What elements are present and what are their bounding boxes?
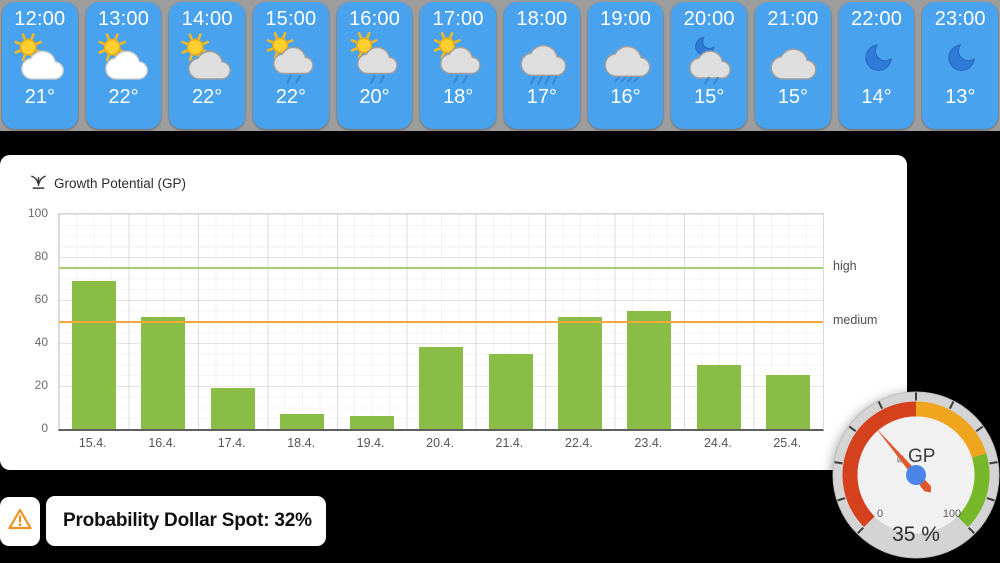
x-axis-tick: 16.4. <box>148 436 177 450</box>
weather-temp: 13° <box>945 86 976 108</box>
x-axis-tick: 25.4. <box>773 436 802 450</box>
moon-icon <box>848 31 906 89</box>
weather-temp: 15° <box>694 86 725 108</box>
bar-25.4.[interactable] <box>766 375 811 429</box>
weather-time: 12:00 <box>14 8 66 30</box>
y-axis-tick: 0 <box>41 421 48 435</box>
growth-potential-card: Growth Potential (GP) high medium 0 20 40 60 8… <box>0 155 907 470</box>
bar-20.4.[interactable] <box>419 347 463 429</box>
bar-21.4.[interactable] <box>488 353 533 429</box>
bar-15.4.[interactable] <box>71 280 116 429</box>
alert-icon-card <box>0 497 40 546</box>
bar-19.4.[interactable] <box>349 416 394 429</box>
bar-24.4.[interactable] <box>696 364 741 429</box>
weather-card[interactable]: 20:00 15° <box>671 2 748 129</box>
y-axis-tick: 40 <box>34 335 48 349</box>
bar-18.4.[interactable] <box>280 414 325 429</box>
gauge-value: 35 % <box>892 523 940 546</box>
x-axis-tick: 15.4. <box>78 436 107 450</box>
weather-temp: 16° <box>610 86 641 108</box>
gp-gauge: ⌀ GP 0 100 35 % <box>832 391 1000 559</box>
weather-temp: 22° <box>108 86 139 108</box>
reference-label-medium: medium <box>833 312 878 327</box>
gauge-hub <box>906 465 926 485</box>
weather-temp: 17° <box>526 86 557 108</box>
weather-time: 18:00 <box>516 8 568 30</box>
weather-time: 23:00 <box>934 8 986 30</box>
bar-23.4.[interactable] <box>627 310 672 429</box>
moon-cloud-rain-icon <box>680 31 738 89</box>
weather-time: 20:00 <box>683 8 735 30</box>
cloud-rain-icon <box>513 31 571 89</box>
cloud-icon <box>764 31 822 89</box>
weather-time: 16:00 <box>348 8 401 30</box>
x-axis-tick: 19.4. <box>356 436 385 450</box>
weather-temp: 21° <box>24 86 55 108</box>
gauge-max-label: 100 <box>943 508 961 520</box>
sun-cloud-rain-icon <box>262 31 320 89</box>
y-axis-tick: 20 <box>34 378 48 392</box>
weather-card[interactable]: 15:00 22° <box>253 2 329 129</box>
x-axis-tick: 22.4. <box>565 436 593 450</box>
bar-16.4.[interactable] <box>141 317 186 429</box>
bar-22.4.[interactable] <box>557 317 602 429</box>
weather-card[interactable]: 19:00 16° <box>587 2 664 129</box>
weather-temp: 18° <box>443 86 474 108</box>
bar-17.4.[interactable] <box>210 388 255 429</box>
sun-cloud-white-icon <box>95 31 153 89</box>
sun-cloud-gray-icon <box>178 31 236 89</box>
sun-cloud-white-icon <box>11 31 69 89</box>
weather-card[interactable]: 23:00 13° <box>922 2 999 129</box>
alert-text: Probability Dollar Spot: 32% <box>63 510 312 531</box>
reference-label-high: high <box>833 258 857 273</box>
probability-dollar-spot-label: Probability Dollar Spot: 32% <box>46 496 326 546</box>
chart-title-row: Growth Potential (GP) <box>30 174 186 193</box>
cloud-drizzle-icon <box>597 31 655 89</box>
sun-cloud-rain-icon <box>429 31 487 89</box>
sun-cloud-rain-icon <box>346 31 404 89</box>
reference-line-medium <box>59 320 823 323</box>
weather-time: 15:00 <box>265 8 317 30</box>
x-axis-tick: 17.4. <box>217 436 246 450</box>
weather-card[interactable]: 16:00 20° <box>336 2 413 129</box>
weather-time: 17:00 <box>432 8 484 30</box>
weather-temp: 20° <box>359 86 390 108</box>
weather-temp: 22° <box>192 86 223 108</box>
y-axis-tick: 60 <box>34 292 48 306</box>
growth-icon <box>30 174 47 193</box>
x-axis-tick: 21.4. <box>495 436 524 450</box>
bar-chart-plot-area <box>58 213 824 431</box>
weather-temp: 14° <box>861 86 892 108</box>
weather-card[interactable]: 18:00 17° <box>504 2 580 129</box>
moon-icon <box>931 31 989 89</box>
x-axis-tick: 20.4. <box>426 436 454 450</box>
reference-line-high <box>59 266 823 269</box>
gauge-min-label: 0 <box>877 508 883 520</box>
weather-time: 22:00 <box>851 8 903 30</box>
weather-temp: 15° <box>777 86 808 108</box>
weather-time: 21:00 <box>767 8 819 30</box>
x-axis-tick: 24.4. <box>703 436 732 450</box>
weather-forecast-strip: 12:00 21° 13:00 22° 14:00 22° 15:00 22° 16:00 20°… <box>0 0 1000 131</box>
weather-time: 13:00 <box>97 8 150 30</box>
y-axis-tick: 80 <box>34 249 48 263</box>
weather-card[interactable]: 13:00 22° <box>85 2 162 129</box>
weather-card[interactable]: 12:00 21° <box>2 2 78 129</box>
chart-title: Growth Potential (GP) <box>54 176 187 191</box>
weather-card[interactable]: 17:00 18° <box>420 2 497 129</box>
weather-temp: 22° <box>275 86 306 108</box>
x-axis-tick: 23.4. <box>634 436 663 450</box>
weather-time: 19:00 <box>600 8 652 30</box>
weather-card[interactable]: 21:00 15° <box>755 2 831 129</box>
weather-time: 14:00 <box>181 8 233 30</box>
x-axis-tick: 18.4. <box>287 436 316 450</box>
warning-icon <box>7 507 33 536</box>
y-axis-tick: 100 <box>27 206 48 220</box>
weather-card[interactable]: 22:00 14° <box>838 2 915 129</box>
weather-card[interactable]: 14:00 22° <box>169 2 246 129</box>
